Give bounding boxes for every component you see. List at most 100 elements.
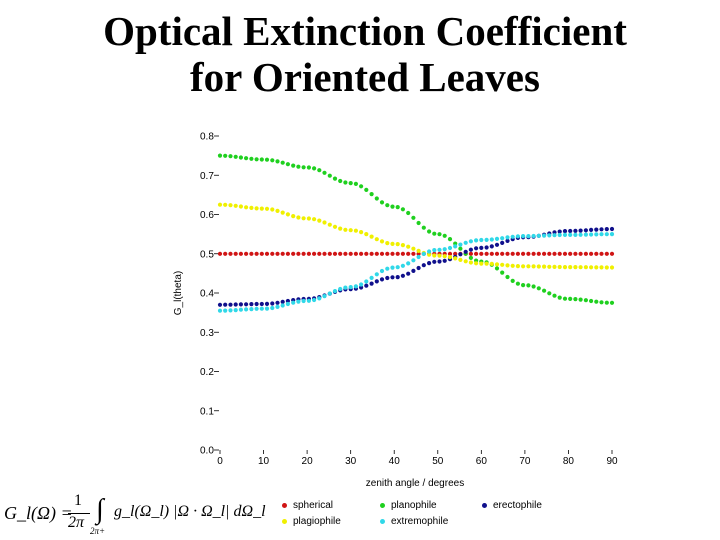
data-point-erectophile (233, 302, 238, 307)
data-point-planophile (275, 159, 280, 164)
data-point-plagiophile (327, 222, 332, 227)
data-point-planophile (385, 203, 390, 208)
data-point-spherical (573, 251, 578, 256)
data-point-spherical (453, 251, 458, 256)
data-point-spherical (521, 251, 526, 256)
integral-symbol: ∫ (96, 494, 104, 525)
data-point-spherical (332, 251, 338, 256)
data-point-plagiophile (306, 216, 311, 221)
data-point-planophile (578, 297, 583, 302)
data-point-planophile (447, 237, 453, 242)
data-point-extremophile (562, 232, 568, 237)
data-point-planophile (400, 207, 405, 212)
data-point-plagiophile (364, 232, 369, 237)
data-point-spherical (364, 251, 369, 256)
data-point-spherical (359, 251, 364, 256)
data-point-plagiophile (322, 220, 327, 225)
data-point-erectophile (270, 301, 275, 306)
data-point-erectophile (578, 228, 583, 233)
data-point-extremophile (369, 275, 374, 280)
data-point-plagiophile (291, 214, 296, 219)
data-point-spherical (557, 251, 562, 256)
data-point-planophile (437, 232, 442, 237)
data-point-erectophile (468, 247, 473, 252)
data-point-spherical (327, 251, 332, 256)
data-point-erectophile (573, 228, 578, 233)
data-point-spherical (604, 251, 609, 256)
data-point-erectophile (254, 301, 259, 307)
data-point-planophile (296, 164, 301, 169)
data-point-extremophile (301, 298, 306, 304)
data-point-plagiophile (301, 216, 306, 221)
data-point-plagiophile (562, 265, 568, 270)
data-point-erectophile (500, 240, 505, 245)
data-point-plagiophile (249, 205, 254, 210)
data-point-plagiophile (343, 227, 348, 232)
legend-marker-planophile (380, 503, 385, 508)
data-point-spherical (395, 251, 400, 256)
data-point-planophile (238, 155, 243, 160)
legend-marker-erectophile (482, 503, 487, 508)
data-point-planophile (526, 283, 531, 288)
data-point-plagiophile (589, 265, 594, 270)
data-point-spherical (238, 251, 243, 256)
data-point-erectophile (400, 273, 405, 278)
data-point-spherical (599, 251, 604, 256)
legend-item-plagiophile: plagiophile (282, 516, 341, 527)
data-point-erectophile (259, 301, 264, 307)
data-point-extremophile (332, 289, 338, 294)
data-point-plagiophile (280, 210, 285, 215)
data-point-planophile (557, 295, 562, 300)
data-point-planophile (244, 156, 249, 161)
data-point-spherical (348, 251, 353, 256)
data-point-extremophile (510, 234, 515, 239)
data-point-erectophile (395, 275, 400, 280)
data-point-spherical (233, 251, 238, 256)
y-tick-label: 0.2 (200, 367, 214, 378)
data-point-planophile (547, 291, 552, 296)
data-point-plagiophile (479, 261, 484, 266)
y-axis-label: G_l(theta) (173, 271, 184, 315)
data-point-plagiophile (359, 230, 364, 235)
data-point-extremophile (515, 234, 521, 239)
data-point-planophile (301, 165, 306, 170)
data-point-planophile (338, 178, 343, 184)
data-point-planophile (468, 255, 473, 260)
data-point-planophile (531, 284, 536, 289)
data-point-spherical (228, 251, 233, 256)
data-point-planophile (411, 215, 416, 220)
data-point-planophile (348, 181, 353, 186)
data-point-extremophile (406, 261, 411, 266)
data-point-planophile (505, 274, 510, 280)
data-point-erectophile (249, 302, 254, 307)
legend-label-planophile: planophile (391, 500, 437, 511)
data-point-plagiophile (500, 262, 505, 267)
legend-marker-extremophile (380, 519, 385, 524)
formula: G_l(Ω) = 1 2π ∫ 2π+ g_l(Ω_l) |Ω · Ω_l| d… (4, 492, 266, 538)
legend-label-spherical: spherical (293, 500, 334, 511)
data-point-plagiophile (244, 205, 249, 210)
data-point-extremophile (312, 297, 317, 303)
data-point-plagiophile (353, 228, 358, 233)
data-point-planophile (521, 283, 526, 288)
data-point-planophile (359, 184, 364, 189)
data-point-planophile (395, 205, 400, 210)
legend-item-planophile: planophile (380, 500, 437, 511)
data-point-plagiophile (536, 264, 541, 269)
data-point-spherical (254, 251, 259, 256)
data-point-planophile (285, 162, 290, 167)
data-point-extremophile (270, 305, 275, 311)
data-point-extremophile (432, 248, 437, 253)
data-point-spherical (306, 251, 311, 256)
data-point-spherical (474, 251, 479, 256)
data-point-planophile (254, 157, 259, 162)
data-point-plagiophile (510, 263, 515, 268)
data-point-erectophile (589, 227, 594, 232)
data-point-extremophile (427, 249, 432, 254)
data-point-extremophile (306, 298, 311, 303)
data-point-spherical (400, 251, 405, 256)
data-point-planophile (594, 299, 599, 304)
series-planophile (217, 153, 615, 305)
data-point-plagiophile (468, 260, 473, 265)
data-point-spherical (217, 251, 223, 256)
